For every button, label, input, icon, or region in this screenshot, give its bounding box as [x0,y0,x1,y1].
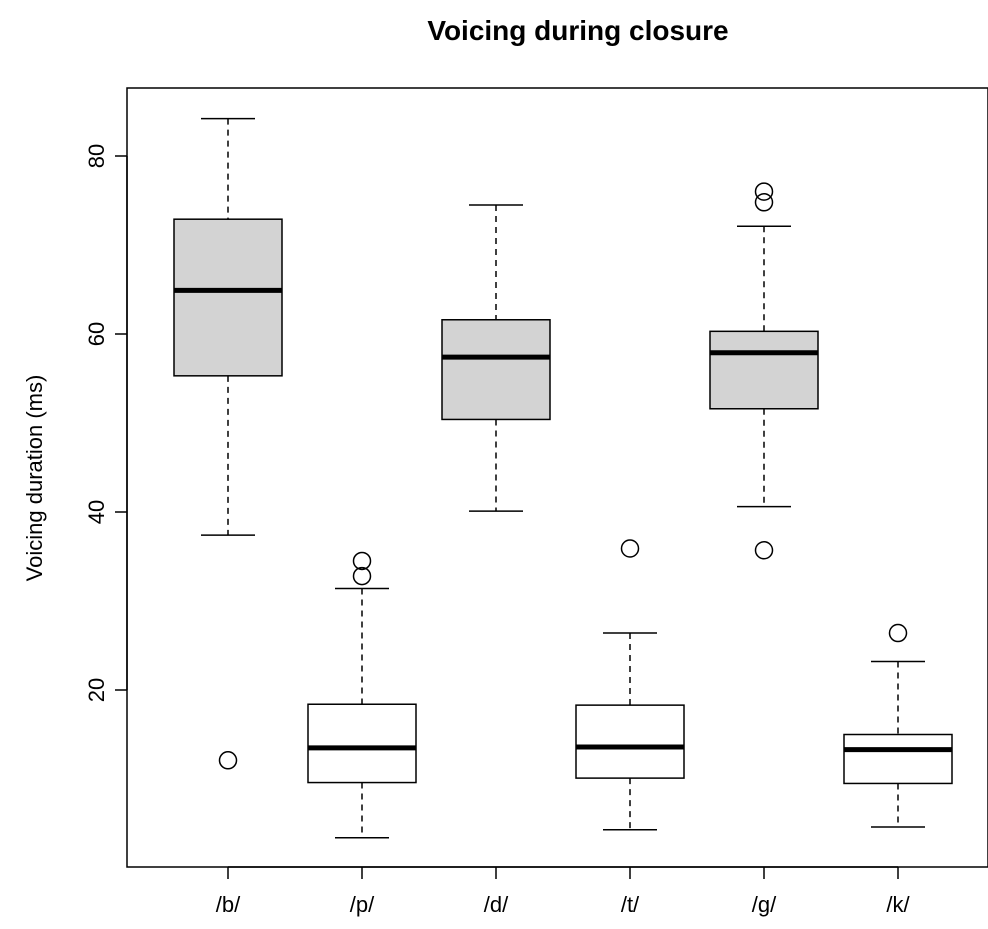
x-tick-label-b: /b/ [216,892,241,917]
outlier-g-1 [754,193,774,212]
x-tick-label-d: /d/ [484,892,509,917]
box-group-p [307,551,417,839]
outlier-p-0 [352,566,372,586]
outlier-g-0 [754,541,774,560]
box-group-g [709,182,819,560]
box-g [709,330,819,410]
y-tick-label-80: 80 [84,144,109,168]
outlier-t-0 [620,539,640,558]
box-group-d [441,204,551,512]
box-k [843,733,953,785]
box-t [575,704,685,779]
y-tick-label-20: 20 [84,678,109,702]
x-tick-label-g: /g/ [752,892,777,917]
box-b [173,218,283,377]
outlier-k-0 [888,623,908,643]
box-d [441,319,551,421]
outlier-g-2 [754,182,774,201]
x-axis: /b/ /p/ /d/ /t/ /g/ /k/ [216,866,910,917]
box-p [307,703,417,784]
x-tick-label-k: /k/ [886,892,910,917]
y-axis-label: Voicing duration (ms) [22,375,47,582]
y-tick-label-40: 40 [84,500,109,524]
x-tick-label-t: /t/ [621,892,640,917]
boxes-layer [173,117,953,839]
y-axis: 20 40 60 80 [84,144,128,702]
outlier-b-0 [218,751,238,770]
outlier-p-1 [352,551,372,571]
box-group-t [575,539,685,831]
box-group-k [843,623,953,828]
box-group-b [173,117,283,770]
y-tick-label-60: 60 [84,322,109,346]
x-tick-label-p: /p/ [350,892,375,917]
chart-title: Voicing during closure [427,15,728,46]
